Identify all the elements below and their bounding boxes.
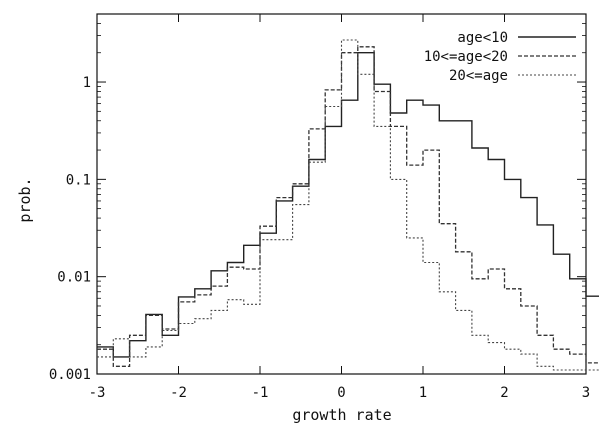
x-tick-label: -2	[170, 385, 187, 401]
y-tick-label: 0.001	[49, 367, 91, 383]
y-tick-label: 0.01	[57, 270, 91, 286]
x-axis-label: growth rate	[292, 406, 391, 424]
x-tick-label: -1	[252, 385, 269, 401]
legend-label-1: age<10	[457, 30, 508, 46]
series-layer	[97, 39, 599, 371]
x-tick-label: 2	[500, 385, 508, 401]
x-tick-label: 0	[337, 385, 345, 401]
x-tick-label: 1	[419, 385, 427, 401]
ticks: -3 -2 -1 0 1 2 3 0.001 0.01 0.1 1	[49, 13, 590, 401]
x-tick-label: -3	[89, 385, 106, 401]
legend-label-3: 20<=age	[449, 68, 508, 84]
y-axis-label: prob.	[16, 177, 34, 222]
legend: age<10 10<=age<20 20<=age	[424, 30, 576, 84]
y-tick-label: 0.1	[66, 172, 91, 188]
x-tick-label: 3	[582, 385, 590, 401]
series-line-1	[97, 52, 599, 358]
series-line-3	[97, 39, 599, 371]
series-line-2	[97, 46, 599, 367]
legend-label-2: 10<=age<20	[424, 49, 508, 65]
y-tick-label: 1	[83, 75, 91, 91]
